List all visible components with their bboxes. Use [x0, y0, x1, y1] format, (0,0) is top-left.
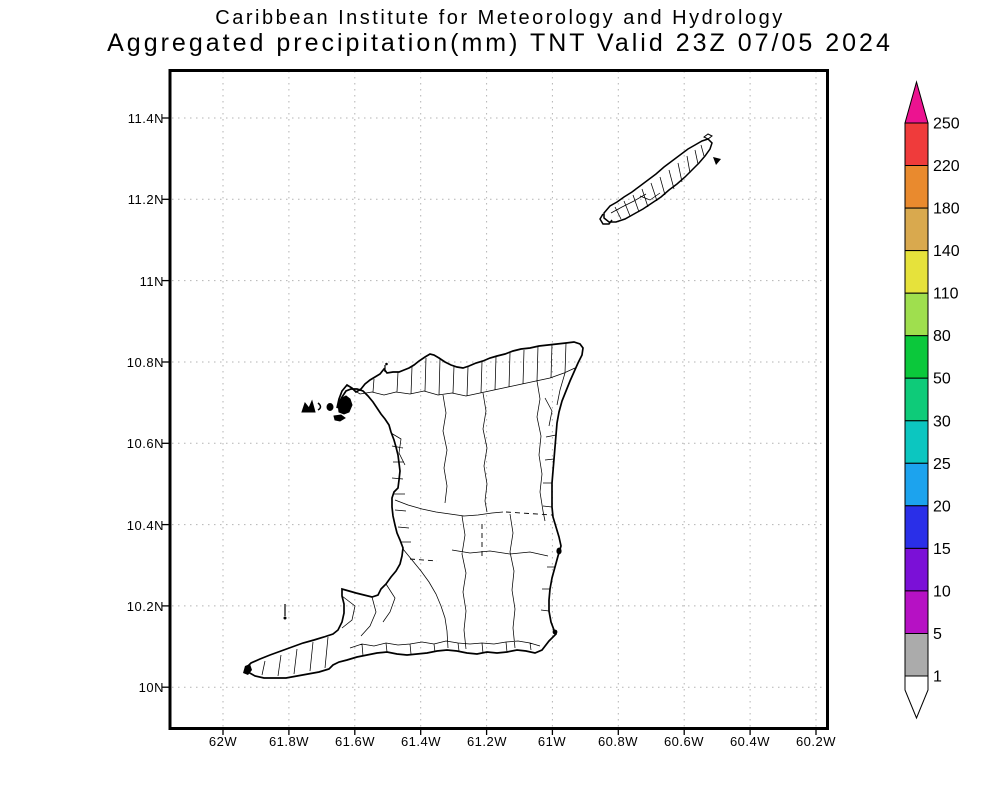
- y-tick-label: 10.6N: [126, 436, 164, 451]
- chacachacare-island: [301, 399, 316, 413]
- colorbar-arrow-top: [904, 80, 929, 124]
- colorbar-segment: [904, 165, 929, 209]
- colorbar-segment: [904, 122, 929, 166]
- y-tick-label: 10.2N: [126, 599, 164, 614]
- trinidad-coastal-markers: [243, 547, 562, 675]
- colorbar-tick-label: 250: [933, 116, 960, 133]
- colorbar: 250 220 180 140 110 80 50 30 25 20 15 10…: [904, 80, 960, 720]
- colorbar-segment: [904, 505, 929, 549]
- colorbar-tick-label: 30: [933, 413, 951, 430]
- tobago-watershed-boundaries: [610, 144, 705, 220]
- colorbar-tick-label: 5: [933, 626, 942, 643]
- st-giles-island: [703, 133, 713, 140]
- galeota-point-blob: [552, 629, 558, 635]
- monos-island: [326, 403, 334, 411]
- graticule-gridlines: [172, 71, 826, 727]
- colorbar-tick-label: 110: [933, 286, 959, 303]
- colorbar-tick-label: 50: [933, 371, 951, 388]
- colorbar-segment: [904, 590, 929, 635]
- x-tick-label: 60.4W: [729, 734, 771, 749]
- little-tobago-island: [713, 157, 721, 165]
- x-tick-label: 61.2W: [466, 734, 508, 749]
- page-subtitle: Aggregated precipitation(mm) TNT Valid 2…: [107, 29, 893, 57]
- tobago-island: [599, 133, 721, 225]
- colorbar-tick-label: 140: [933, 243, 960, 260]
- axis-tick-marks: [161, 117, 817, 735]
- colorbar-arrow-bottom: [904, 675, 929, 720]
- radix-point-blob: [556, 547, 562, 555]
- colorbar-segment: [904, 335, 929, 379]
- north-coast-islet: [385, 362, 388, 366]
- chaguaramas-tip-blob: [337, 395, 353, 415]
- y-tick-label: 11N: [139, 274, 164, 289]
- colorbar-tick-label: 80: [933, 328, 951, 345]
- colorbar-segment: [904, 207, 929, 252]
- colorbar-segment: [904, 547, 929, 592]
- plot-frame: [168, 69, 829, 730]
- colorbar-tick-label: 20: [933, 498, 951, 515]
- trinidad-watershed-boundaries: [261, 342, 576, 677]
- y-tick-label: 10N: [138, 680, 164, 695]
- gaspar-grande-island: [333, 414, 346, 422]
- y-tick-label: 11.2N: [127, 192, 164, 207]
- soldado-rock: [283, 616, 287, 620]
- x-tick-label: 61W: [537, 734, 567, 749]
- bocas-islands: [301, 395, 353, 422]
- huevos-island: [317, 402, 322, 411]
- colorbar-tick-label: 180: [933, 201, 960, 218]
- colorbar-tick-label: 15: [933, 541, 951, 558]
- colorbar-tick-label: 25: [933, 456, 951, 473]
- colorbar-segment: [904, 377, 929, 422]
- colorbar-tick-label: 10: [933, 583, 951, 600]
- x-tick-label: 61.8W: [268, 734, 310, 749]
- icacos-point-blob: [243, 664, 252, 675]
- x-tick-label: 61.6W: [334, 734, 376, 749]
- trinidad-dashed-boundaries: [409, 511, 553, 562]
- x-tick-label: 60.6W: [663, 734, 705, 749]
- colorbar-segment: [904, 420, 929, 464]
- colorbar-tick-label: 220: [933, 158, 960, 175]
- trinidad-coastline: [244, 341, 584, 679]
- x-tick-label: 62W: [208, 734, 238, 749]
- colorbar-segment: [904, 250, 929, 294]
- x-tick-label: 61.4W: [400, 734, 442, 749]
- colorbar-segment: [904, 462, 929, 507]
- colorbar-segment: [904, 633, 929, 677]
- y-tick-label: 10.8N: [126, 355, 164, 370]
- colorbar-segment: [904, 292, 929, 337]
- x-tick-label: 60.2W: [795, 734, 837, 749]
- trinidad-island: [243, 341, 584, 679]
- colorbar-tick-label: 1: [933, 669, 942, 686]
- y-tick-label: 11.4N: [127, 111, 164, 126]
- tobago-coastline: [599, 138, 713, 225]
- y-tick-label: 10.4N: [126, 518, 164, 533]
- x-tick-label: 60.8W: [597, 734, 639, 749]
- page-title: Caribbean Institute for Meteorology and …: [215, 7, 785, 29]
